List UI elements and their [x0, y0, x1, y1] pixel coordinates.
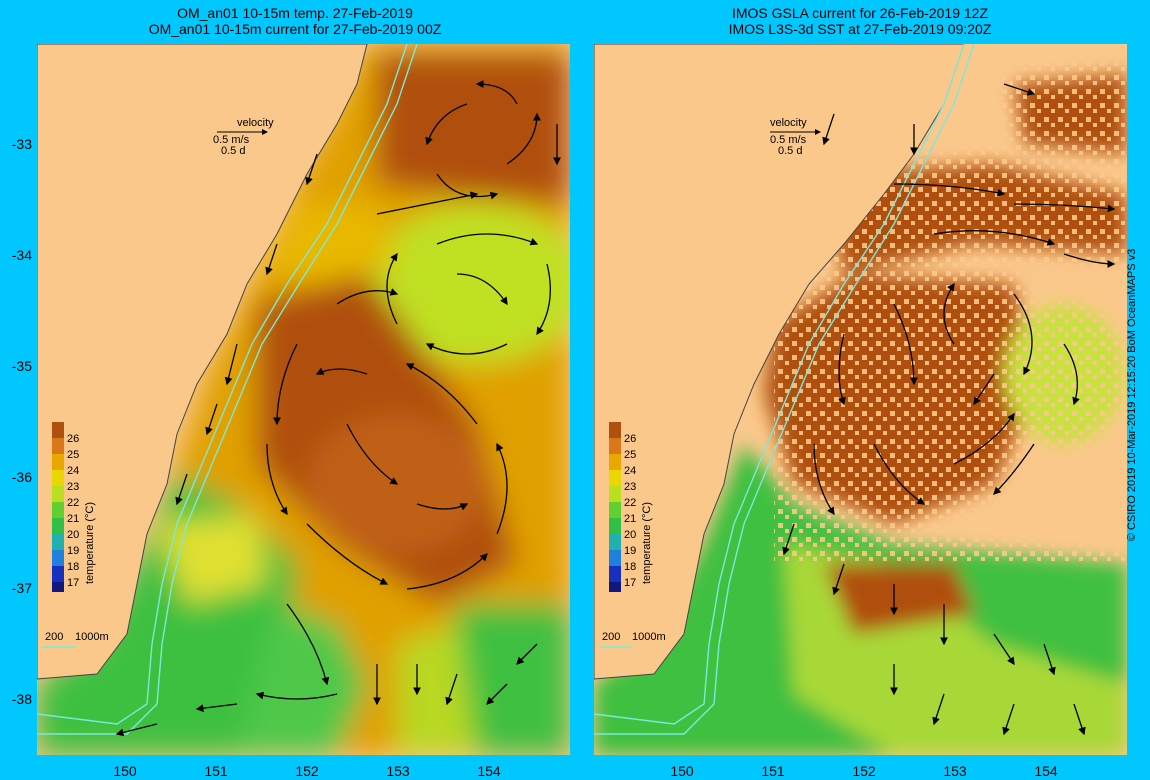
- coastline-land: [37, 44, 368, 680]
- cb-tick: 19: [67, 545, 79, 557]
- sst-field: [37, 44, 570, 755]
- svg-text:200: 200: [45, 631, 63, 643]
- cb-tick: 18: [67, 561, 79, 573]
- cb-tick: 17: [67, 577, 79, 589]
- x-tick-label: 154: [477, 763, 501, 779]
- isobath-legend: 200 1000m: [42, 631, 109, 648]
- current-vectors: [115, 80, 561, 737]
- cb-tick: 25: [67, 449, 79, 461]
- velocity-label: velocity: [770, 117, 807, 129]
- panel-right-title: IMOS GSLA current for 26-Feb-2019 12Z IM…: [580, 5, 1140, 37]
- cb-tick: 26: [67, 433, 79, 445]
- cb-tick: 24: [624, 465, 636, 477]
- velocity-key: velocity 0.5 m/s 0.5 d: [213, 117, 274, 157]
- y-tick-label: -35: [11, 358, 32, 374]
- map-right-observed: velocity 0.5 m/s 0.5 d 26 25 24 23 22 21…: [594, 44, 1127, 755]
- y-tick-label: -34: [11, 247, 32, 263]
- svg-text:200: 200: [602, 631, 620, 643]
- cb-tick: 22: [624, 497, 636, 509]
- velocity-label: velocity: [237, 117, 274, 129]
- y-tick-label: -38: [11, 691, 32, 707]
- svg-text:1000m: 1000m: [75, 631, 109, 643]
- x-tick-label: 152: [852, 763, 876, 779]
- x-tick-label: 150: [113, 763, 137, 779]
- y-tick-label: -37: [11, 580, 32, 596]
- map-left-model: velocity 0.5 m/s 0.5 d 26 25 24 23 22 21…: [37, 44, 570, 755]
- credit-text: © CSIRO 2019 10-Mar-2019 12:15:20 BoM Oc…: [1126, 248, 1138, 542]
- cb-tick: 23: [624, 481, 636, 493]
- isobath-1000: [37, 44, 418, 735]
- y-tick-label: -33: [11, 136, 32, 152]
- velocity-key: velocity 0.5 m/s 0.5 d: [770, 117, 821, 157]
- isobath-legend: 200 1000m: [599, 631, 666, 648]
- current-vectors: [782, 83, 1116, 736]
- x-tick-label: 152: [295, 763, 319, 779]
- panel-left-title-line1: OM_an01 10-15m temp. 27-Feb-2019: [177, 5, 413, 21]
- isobath-1000: [594, 44, 975, 735]
- velocity-speed: 0.5 m/s: [770, 134, 807, 146]
- x-tick-label: 151: [204, 763, 228, 779]
- panel-right-title-line1: IMOS GSLA current for 26-Feb-2019 12Z: [731, 5, 988, 21]
- cb-tick: 24: [67, 465, 79, 477]
- colorbar: 26 25 24 23 22 21 20 19 18 17 temperatur…: [609, 422, 653, 592]
- x-tick-label: 154: [1034, 763, 1058, 779]
- x-tick-label: 153: [386, 763, 410, 779]
- velocity-time: 0.5 d: [778, 145, 802, 157]
- cb-tick: 19: [624, 545, 636, 557]
- colorbar: 26 25 24 23 22 21 20 19 18 17 temperatur…: [52, 422, 96, 592]
- svg-text:1000m: 1000m: [632, 631, 666, 643]
- isobath-200: [594, 44, 965, 725]
- colorbar-label: temperature (°C): [641, 502, 653, 584]
- cb-tick: 21: [67, 513, 79, 525]
- cb-tick: 18: [624, 561, 636, 573]
- velocity-speed: 0.5 m/s: [213, 134, 250, 146]
- y-tick-label: -36: [11, 469, 32, 485]
- isobath-200: [37, 44, 408, 725]
- cb-tick: 17: [624, 577, 636, 589]
- cb-tick: 21: [624, 513, 636, 525]
- panel-left-title-line2: OM_an01 10-15m current for 27-Feb-2019 0…: [148, 21, 442, 37]
- cb-tick: 20: [67, 529, 79, 541]
- colorbar-label: temperature (°C): [84, 502, 96, 584]
- x-tick-label: 150: [670, 763, 694, 779]
- cb-tick: 26: [624, 433, 636, 445]
- velocity-time: 0.5 d: [221, 145, 245, 157]
- panel-left-title: OM_an01 10-15m temp. 27-Feb-2019 OM_an01…: [15, 5, 575, 37]
- panel-right-title-line2: IMOS L3S-3d SST at 27-Feb-2019 09:20Z: [728, 21, 992, 37]
- x-tick-label: 153: [943, 763, 967, 779]
- cb-tick: 22: [67, 497, 79, 509]
- cb-tick: 25: [624, 449, 636, 461]
- cb-tick: 20: [624, 529, 636, 541]
- x-tick-label: 151: [761, 763, 785, 779]
- cb-tick: 23: [67, 481, 79, 493]
- coastline-land: [594, 44, 965, 680]
